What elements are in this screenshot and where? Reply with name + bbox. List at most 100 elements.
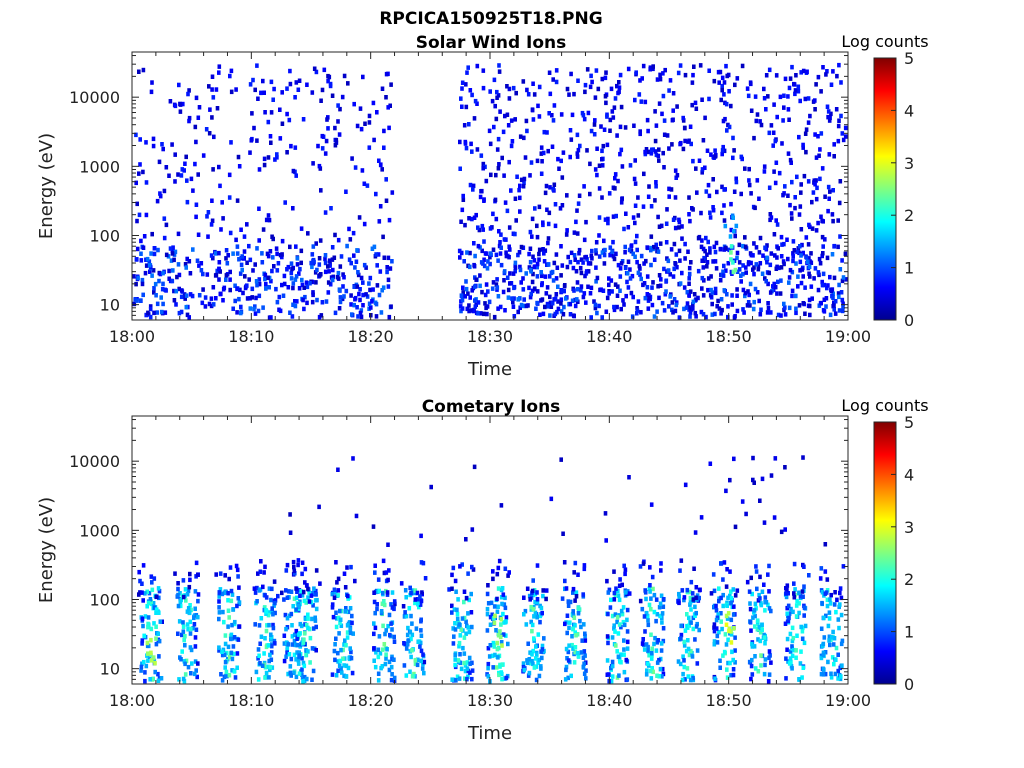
heatmap-cell <box>731 260 735 265</box>
heatmap-cell <box>141 292 145 298</box>
heatmap-cell <box>735 269 740 274</box>
heatmap-cell <box>724 622 729 627</box>
heatmap-cell <box>266 119 271 125</box>
heatmap-cell <box>292 632 297 637</box>
heatmap-cell <box>651 669 655 675</box>
heatmap-cell <box>174 302 178 307</box>
heatmap-cell <box>460 297 465 303</box>
heatmap-cell <box>522 297 526 302</box>
heatmap-cell <box>494 252 499 258</box>
heatmap-cell <box>464 631 468 636</box>
heatmap-cell <box>769 473 774 478</box>
heatmap-cell <box>217 64 222 69</box>
heatmap-cell <box>830 655 835 660</box>
heatmap-cell <box>809 284 814 289</box>
heatmap-cell <box>348 606 353 611</box>
heatmap-cell <box>248 306 253 311</box>
heatmap-cell <box>494 628 498 633</box>
heatmap-cell <box>763 276 767 281</box>
heatmap-cell <box>540 297 545 302</box>
heatmap-cell <box>688 310 693 315</box>
heatmap-cell <box>211 95 216 100</box>
heatmap-cell <box>772 169 776 174</box>
heatmap-cell <box>193 659 198 664</box>
heatmap-cell <box>217 590 222 595</box>
heatmap-cell <box>807 303 812 309</box>
heatmap-cell <box>801 455 805 460</box>
heatmap-cell <box>801 250 805 256</box>
heatmap-cell <box>382 145 386 150</box>
heatmap-cell <box>792 248 797 253</box>
heatmap-cell <box>402 641 406 646</box>
heatmap-cell <box>539 666 543 671</box>
heatmap-cell <box>516 252 520 258</box>
heatmap-cell <box>535 289 540 294</box>
heatmap-cell <box>729 600 733 606</box>
heatmap-cell <box>798 204 803 209</box>
heatmap-cell <box>773 138 778 144</box>
heatmap-cell <box>532 665 537 670</box>
heatmap-cell <box>646 648 650 653</box>
heatmap-cell <box>338 658 343 664</box>
heatmap-cell <box>752 644 757 649</box>
heatmap-cell <box>620 164 625 169</box>
heatmap-cell <box>255 63 259 68</box>
heatmap-cell <box>679 623 683 629</box>
heatmap-cell <box>132 274 136 279</box>
heatmap-cell <box>220 200 224 205</box>
heatmap-cell <box>499 670 504 675</box>
heatmap-cell <box>471 308 476 314</box>
heatmap-cell <box>278 107 282 112</box>
heatmap-cell <box>294 628 299 634</box>
heatmap-cell <box>255 599 259 604</box>
heatmap-cell <box>728 660 732 666</box>
heatmap-cell <box>375 602 379 607</box>
heatmap-cell <box>263 110 267 115</box>
heatmap-cell <box>310 264 314 270</box>
heatmap-cell <box>221 216 225 221</box>
heatmap-cell <box>380 647 385 652</box>
heatmap-cell <box>303 580 307 585</box>
heatmap-cell <box>658 283 663 288</box>
heatmap-cell <box>304 648 308 653</box>
heatmap-cell <box>224 650 229 656</box>
heatmap-cell <box>480 289 484 295</box>
heatmap-cell <box>501 632 506 637</box>
heatmap-cell <box>466 674 470 679</box>
heatmap-cell <box>725 73 729 79</box>
heatmap-cell <box>264 595 269 600</box>
heatmap-cell <box>214 272 219 278</box>
heatmap-cell <box>211 255 215 261</box>
heatmap-cell <box>832 307 836 312</box>
heatmap-cell <box>486 661 491 667</box>
heatmap-cell <box>153 669 157 675</box>
heatmap-cell <box>593 118 597 123</box>
heatmap-cell <box>767 655 771 661</box>
heatmap-cell <box>771 284 775 289</box>
heatmap-cell <box>579 650 584 655</box>
heatmap-cell <box>223 659 228 665</box>
heatmap-cell <box>141 598 145 603</box>
heatmap-cell <box>749 676 753 682</box>
heatmap-cell <box>836 123 841 129</box>
heatmap-cell <box>363 121 367 126</box>
heatmap-cell <box>290 314 295 319</box>
heatmap-cell <box>559 309 564 314</box>
heatmap-cell <box>382 602 387 608</box>
heatmap-cell <box>701 293 706 298</box>
heatmap-cell <box>789 606 793 612</box>
heatmap-cell <box>654 597 659 602</box>
heatmap-cell <box>419 598 424 604</box>
heatmap-cell <box>767 589 771 594</box>
heatmap-cell <box>834 645 839 651</box>
heatmap-cell <box>528 173 532 178</box>
heatmap-cell <box>235 567 240 573</box>
heatmap-cell <box>692 566 696 571</box>
heatmap-cell <box>326 78 330 84</box>
heatmap-cell <box>497 69 502 74</box>
heatmap-cell <box>334 589 338 595</box>
heatmap-cell <box>580 638 584 643</box>
heatmap-cell <box>465 676 469 682</box>
heatmap-cell <box>237 164 242 169</box>
heatmap-cell <box>284 626 288 632</box>
